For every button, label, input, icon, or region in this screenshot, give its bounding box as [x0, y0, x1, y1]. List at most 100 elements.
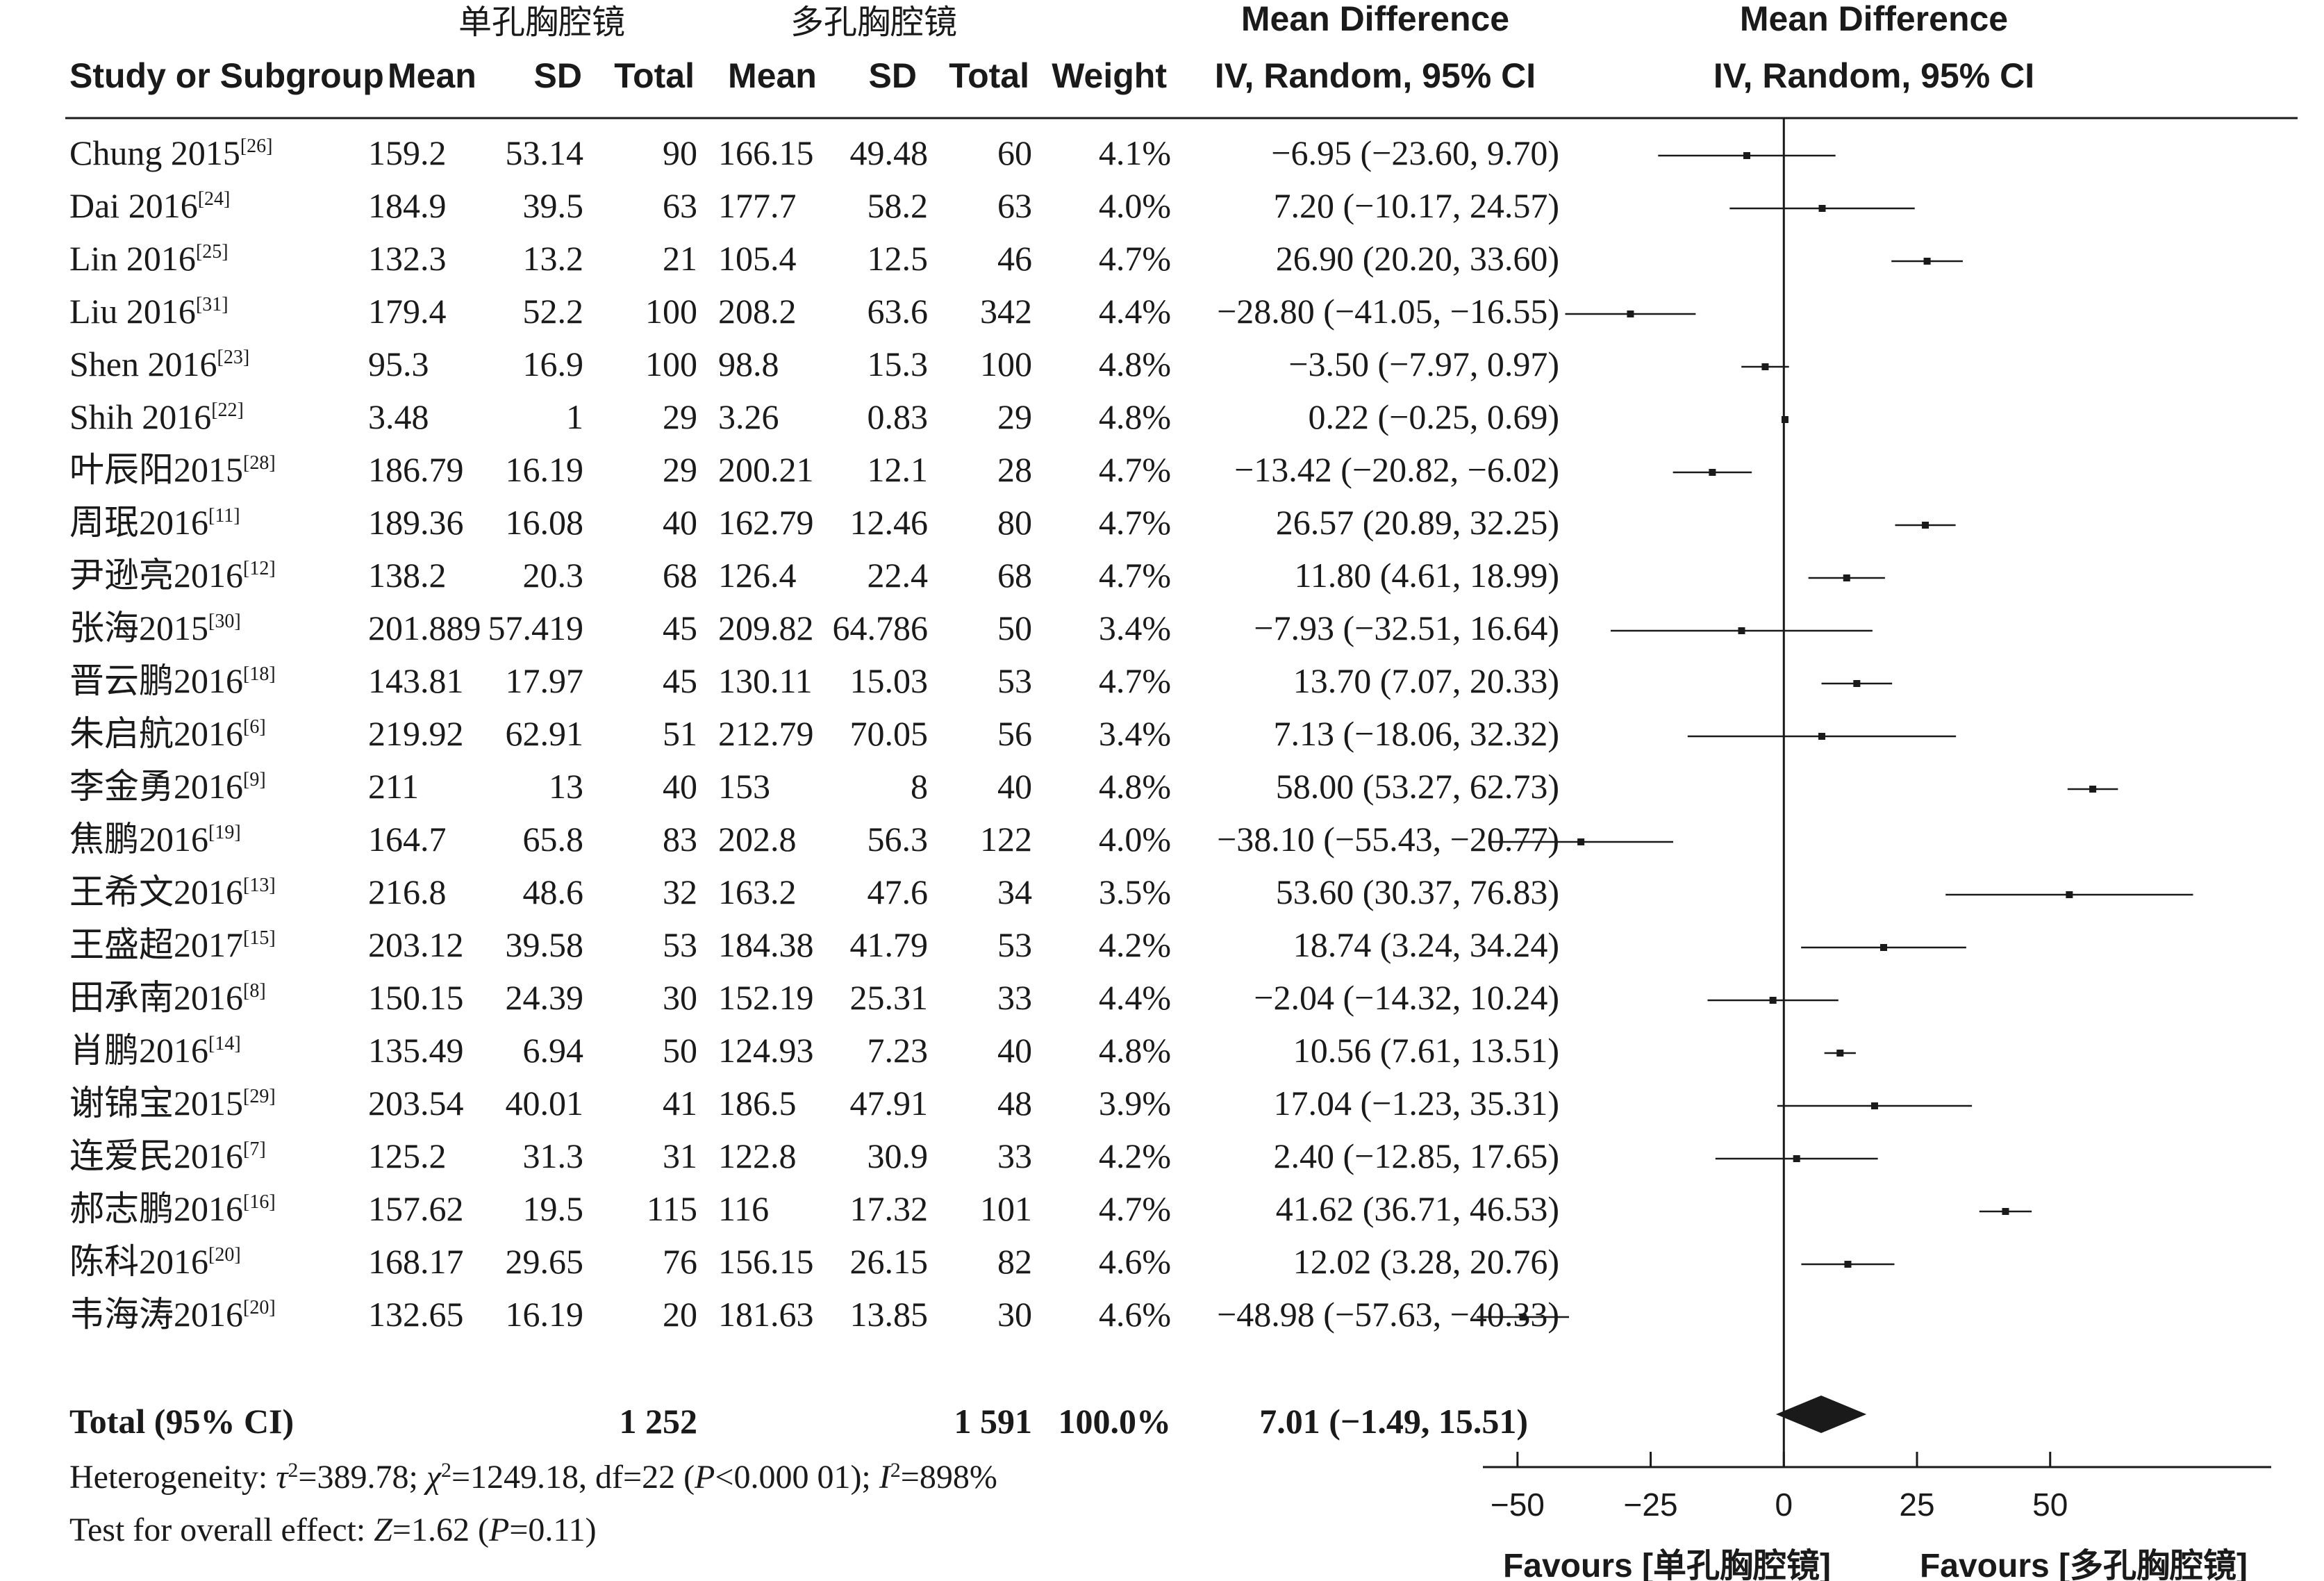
col-total1: Total: [614, 56, 695, 95]
cell-sd1: 16.19: [506, 1295, 584, 1334]
cell-total1: 31: [663, 1136, 697, 1175]
cell-ci-text: 7.13 (−18.06, 32.32): [1274, 714, 1560, 753]
cell-mean1: 179.4: [368, 292, 447, 331]
total-n2: 1 591: [954, 1402, 1033, 1441]
effect-header-method: IV, Random, 95% CI: [1215, 56, 1536, 95]
cell-mean1: 132.65: [368, 1295, 464, 1334]
study-label: 张海2015[30]: [69, 609, 241, 647]
table-row: 陈科2016[20] 168.17 29.65 76 156.15 26.15 82 4.6%…: [69, 1242, 1559, 1281]
cell-sd2: 22.4: [868, 556, 929, 595]
cell-total2: 68: [997, 556, 1032, 595]
cell-mean2: 153: [718, 767, 770, 806]
cell-total2: 122: [980, 820, 1032, 859]
cell-weight: 4.7%: [1099, 1189, 1171, 1228]
cell-mean1: 216.8: [368, 872, 447, 911]
cell-weight: 4.7%: [1099, 239, 1171, 278]
cell-sd1: 39.58: [506, 925, 584, 964]
cell-mean1: 157.62: [368, 1189, 464, 1228]
cell-mean2: 105.4: [718, 239, 797, 278]
cell-mean2: 181.63: [718, 1295, 814, 1334]
point-estimate: [1761, 363, 1769, 370]
group2-header: 多孔胸腔镜: [790, 3, 957, 42]
cell-weight: 4.7%: [1099, 450, 1171, 489]
study-estimate: [1610, 627, 1873, 634]
cell-mean1: 3.48: [368, 397, 429, 436]
cell-ci-text: −13.42 (−20.82, −6.02): [1234, 450, 1559, 489]
cell-weight: 4.2%: [1099, 925, 1171, 964]
cell-weight: 3.4%: [1099, 609, 1171, 647]
cell-mean1: 219.92: [368, 714, 464, 753]
cell-mean1: 211: [368, 767, 419, 806]
x-tick-label: −25: [1624, 1487, 1678, 1523]
cell-sd1: 57.419: [488, 609, 584, 647]
table-row: 张海2015[30] 201.889 57.419 45 209.82 64.786 50 3…: [69, 609, 1559, 647]
cell-mean1: 138.2: [368, 556, 447, 595]
col-mean1: Mean: [388, 56, 476, 95]
cell-sd1: 39.5: [523, 186, 584, 225]
cell-mean2: 212.79: [718, 714, 814, 753]
cell-sd2: 15.03: [850, 661, 929, 700]
table-row: 焦鹏2016[19] 164.7 65.8 83 202.8 56.3 122 4.0% −38…: [69, 820, 1559, 859]
cell-total1: 53: [663, 925, 697, 964]
table-row: 王盛超2017[15] 203.12 39.58 53 184.38 41.79 53 4.2…: [69, 925, 1559, 964]
cell-weight: 4.6%: [1099, 1242, 1171, 1281]
cell-mean2: 126.4: [718, 556, 797, 595]
cell-sd2: 12.1: [868, 450, 929, 489]
study-label: 王希文2016[13]: [69, 872, 276, 911]
cell-ci-text: 0.22 (−0.25, 0.69): [1309, 397, 1560, 436]
cell-mean1: 150.15: [368, 978, 464, 1017]
point-estimate: [1738, 627, 1745, 634]
study-estimate: [1781, 416, 1788, 423]
study-label: Dai 2016[24]: [69, 186, 230, 225]
cell-sd1: 29.65: [506, 1242, 584, 1281]
point-estimate: [1627, 311, 1634, 317]
table-row: 谢锦宝2015[29] 203.54 40.01 41 186.5 47.91 48 3.9%…: [69, 1084, 1559, 1123]
cell-mean2: 130.11: [718, 661, 813, 700]
study-label: 尹逊亮2016[12]: [69, 556, 276, 595]
cell-mean2: 162.79: [718, 503, 814, 542]
cell-sd1: 20.3: [523, 556, 584, 595]
table-row: 尹逊亮2016[12] 138.2 20.3 68 126.4 22.4 68 4.7% 11.…: [69, 556, 1559, 595]
cell-total2: 60: [997, 133, 1032, 172]
point-estimate: [1844, 1261, 1852, 1268]
cell-total1: 41: [663, 1084, 697, 1123]
plot-header-method: IV, Random, 95% CI: [1713, 56, 2034, 95]
cell-total2: 63: [997, 186, 1032, 225]
study-estimate: [1891, 258, 1963, 265]
study-label: 韦海涛2016[20]: [69, 1295, 276, 1334]
cell-weight: 4.0%: [1099, 186, 1171, 225]
table-row: Liu 2016[31] 179.4 52.2 100 208.2 63.6 342 4.4%…: [69, 292, 1559, 331]
cell-total1: 40: [663, 767, 697, 806]
study-estimate: [1777, 1102, 1973, 1109]
cell-sd1: 24.39: [506, 978, 584, 1017]
cell-mean2: 3.26: [718, 397, 779, 436]
cell-ci-text: −48.98 (−57.63, −40.33): [1217, 1295, 1559, 1334]
cell-mean2: 209.82: [718, 609, 814, 647]
cell-ci-text: −2.04 (−14.32, 10.24): [1254, 978, 1559, 1017]
cell-ci-text: 11.80 (4.61, 18.99): [1295, 556, 1559, 595]
study-estimate: [1801, 944, 1966, 951]
study-rows: Chung 2015[26] 159.2 53.14 90 166.15 49.48 60 4…: [69, 133, 1559, 1334]
cell-mean2: 186.5: [718, 1084, 797, 1123]
cell-ci-text: −7.93 (−32.51, 16.64): [1254, 609, 1559, 647]
study-label: Lin 2016[25]: [69, 239, 229, 278]
cell-total2: 342: [980, 292, 1032, 331]
cell-mean1: 168.17: [368, 1242, 464, 1281]
cell-ci-text: −6.95 (−23.60, 9.70): [1271, 133, 1559, 172]
cell-sd2: 63.6: [868, 292, 929, 331]
cell-weight: 4.8%: [1099, 345, 1171, 383]
table-row: 晋云鹏2016[18] 143.81 17.97 45 130.11 15.03 53 4.7…: [69, 661, 1559, 700]
cell-total2: 101: [980, 1189, 1032, 1228]
total-ci: 7.01 (−1.49, 15.51): [1259, 1402, 1528, 1441]
cell-mean1: 203.12: [368, 925, 464, 964]
overall-effect-text: Test for overall effect: Z=1.62 (P=0.11): [69, 1512, 597, 1548]
cell-total1: 29: [663, 450, 697, 489]
study-estimate: [1729, 205, 1915, 212]
cell-mean2: 166.15: [718, 133, 814, 172]
total-label: Total (95% CI): [69, 1402, 294, 1441]
cell-total2: 40: [997, 767, 1032, 806]
cell-ci-text: 26.57 (20.89, 32.25): [1276, 503, 1559, 542]
cell-sd2: 12.5: [868, 239, 929, 278]
cell-total1: 21: [663, 239, 697, 278]
point-estimate: [1836, 1050, 1844, 1057]
